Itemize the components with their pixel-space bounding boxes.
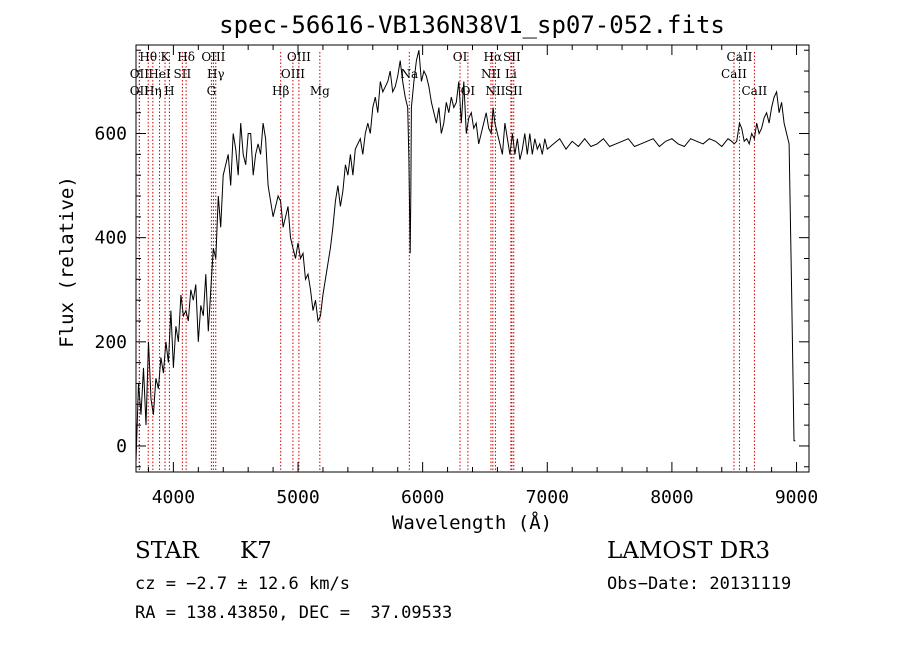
x-tick-label: 4000 <box>152 487 195 508</box>
line-label: SII <box>505 84 523 98</box>
line-label: OIII <box>201 50 225 64</box>
line-label: OII <box>130 67 150 81</box>
observation-date: Obs−Date: 20131119 <box>607 574 792 594</box>
line-label: Na <box>400 67 418 81</box>
ra-dec-coordinates: RA = 138.43850, DEC = 37.09533 <box>135 603 453 623</box>
line-label: OIII <box>287 50 311 64</box>
y-axis-ticks: 0 200 400 600 <box>94 49 809 468</box>
line-label: Hη <box>144 84 162 98</box>
line-label: Li <box>505 67 517 81</box>
spectrum-line <box>135 50 796 462</box>
line-label: CaII <box>721 67 747 81</box>
x-tick-label: 5000 <box>276 487 319 508</box>
x-tick-label: 9000 <box>775 487 818 508</box>
line-label: Hβ <box>272 84 289 98</box>
survey-name: LAMOST DR3 <box>607 538 771 564</box>
y-axis-label: Flux (relative) <box>56 176 78 348</box>
x-tick-label: 6000 <box>401 487 444 508</box>
line-label: CaII <box>727 50 753 64</box>
y-tick-label: 0 <box>116 436 127 457</box>
x-tick-label: 7000 <box>526 487 569 508</box>
chart-title: spec-56616-VB136N38V1_sp07-052.fits <box>219 11 725 39</box>
line-label: G <box>207 84 217 98</box>
redshift-cz: cz = −2.7 ± 12.6 km/s <box>135 574 350 594</box>
line-label: OI <box>453 50 468 64</box>
x-axis-ticks: 4000 5000 6000 7000 8000 9000 <box>147 45 818 508</box>
line-label: Mg <box>310 84 330 98</box>
object-subclass: K7 <box>240 538 272 564</box>
line-label: Hα <box>484 50 503 64</box>
x-axis-label: Wavelength (Å) <box>392 511 552 534</box>
line-label: Hδ <box>177 50 195 64</box>
line-label: Hγ <box>207 67 225 81</box>
line-label: Hθ <box>139 50 157 64</box>
line-label: H <box>164 84 174 98</box>
line-label: OII <box>130 84 150 98</box>
line-label: CaII <box>741 84 767 98</box>
emission-line-markers <box>138 52 755 472</box>
line-label: HeI <box>148 67 171 81</box>
y-tick-label: 600 <box>94 124 127 145</box>
x-tick-label: 8000 <box>650 487 693 508</box>
line-label: NII <box>485 84 505 98</box>
y-tick-label: 400 <box>94 228 127 249</box>
y-tick-label: 200 <box>94 332 127 353</box>
line-label: SII <box>503 50 521 64</box>
line-label: K <box>161 50 171 64</box>
line-label: SII <box>174 67 192 81</box>
object-class: STAR <box>135 538 199 564</box>
line-label: NII <box>481 67 501 81</box>
line-label: OIII <box>281 67 305 81</box>
plot-frame <box>135 44 810 473</box>
